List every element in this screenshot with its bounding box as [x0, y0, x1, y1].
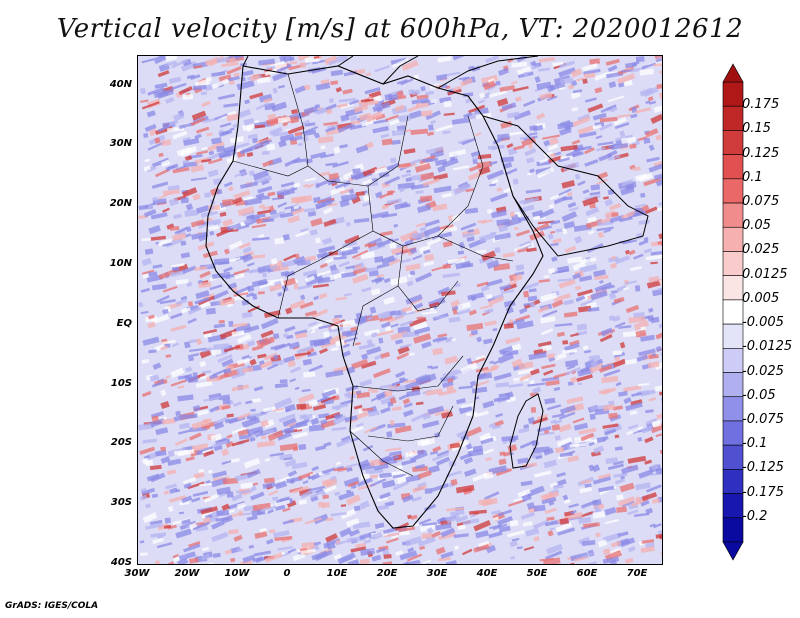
lon-label: 20E	[376, 568, 398, 579]
colorbar-tick-label: 0.1	[742, 169, 763, 185]
colorbar-swatch	[722, 348, 744, 373]
colorbar-swatch	[722, 178, 744, 204]
arabia-outline	[482, 115, 649, 257]
colorbar-tick-label: 0.005	[742, 290, 780, 306]
colorbar	[722, 63, 744, 561]
colorbar-tick-label: 0.025	[742, 242, 780, 258]
lat-label: 30S	[110, 497, 132, 508]
colorbar-tick-label: -0.075	[742, 411, 784, 427]
colorbar-tick-label: -0.005	[742, 315, 784, 331]
velocity-field	[138, 56, 662, 564]
colorbar-tick-label: 0.0125	[742, 266, 788, 282]
madagascar-outline	[509, 393, 544, 469]
colorbar-swatch	[722, 469, 744, 494]
colorbar-tick-label: -0.025	[742, 363, 784, 379]
colorbar-swatch	[722, 154, 744, 180]
colorbar-swatch	[722, 396, 744, 422]
lat-label: 40S	[110, 557, 132, 568]
colorbar-swatch	[722, 372, 744, 398]
colorbar-tick-label: 0.05	[742, 218, 771, 234]
lat-label: EQ	[116, 318, 132, 329]
lat-label: 10S	[110, 378, 132, 389]
europe-outline	[242, 56, 539, 89]
colorbar-tick-label: -0.125	[742, 460, 784, 476]
lon-label: 20W	[174, 568, 200, 579]
grads-credit: GrADS: IGES/COLA	[5, 601, 99, 611]
map-title: Vertical velocity [m/s] at 600hPa, VT: 2…	[56, 14, 744, 44]
colorbar-swatch	[722, 226, 744, 252]
lon-label: 40E	[476, 568, 498, 579]
lat-label: 40N	[109, 79, 132, 90]
colorbar-swatch	[722, 323, 744, 349]
lon-label: 30W	[124, 568, 150, 579]
map-panel	[137, 55, 663, 565]
colorbar-max-arrow	[722, 63, 744, 83]
colorbar-tick-label: 0.125	[742, 145, 780, 161]
colorbar-swatch	[722, 275, 744, 301]
colorbar-tick-label: -0.0125	[742, 339, 793, 355]
colorbar-swatch	[722, 105, 744, 131]
colorbar-swatch	[722, 299, 744, 325]
colorbar-tick-label: 0.15	[742, 121, 771, 137]
lat-label: 30N	[109, 138, 132, 149]
colorbar-swatch	[722, 251, 744, 276]
lon-label: 60E	[576, 568, 598, 579]
colorbar-swatch	[722, 81, 744, 107]
coastline	[205, 65, 544, 529]
colorbar-swatch	[722, 493, 744, 519]
colorbar-tick-label: -0.175	[742, 484, 784, 500]
lat-label: 20N	[109, 198, 132, 209]
colorbar-tick-label: -0.1	[742, 436, 768, 452]
colorbar-swatch	[722, 420, 744, 446]
colorbar-tick-label: 0.075	[742, 194, 780, 210]
colorbar-swatch	[722, 444, 744, 470]
colorbar-swatch	[722, 130, 744, 155]
colorbar-tick-label: -0.05	[742, 387, 776, 403]
country-borders	[232, 73, 514, 477]
colorbar-tick-label: -0.2	[742, 508, 768, 524]
colorbar-tick-label: 0.175	[742, 97, 780, 113]
colorbar-swatch	[722, 202, 744, 228]
lon-label: 10W	[224, 568, 250, 579]
lon-label: 10E	[326, 568, 348, 579]
colorbar-min-arrow	[722, 541, 744, 561]
lon-label: 30E	[426, 568, 448, 579]
lon-label: 50E	[526, 568, 548, 579]
lat-label: 10N	[109, 258, 132, 269]
lat-label: 20S	[110, 437, 132, 448]
colorbar-swatch	[722, 517, 744, 543]
lon-label: 0	[283, 568, 291, 579]
lon-label: 70E	[626, 568, 648, 579]
